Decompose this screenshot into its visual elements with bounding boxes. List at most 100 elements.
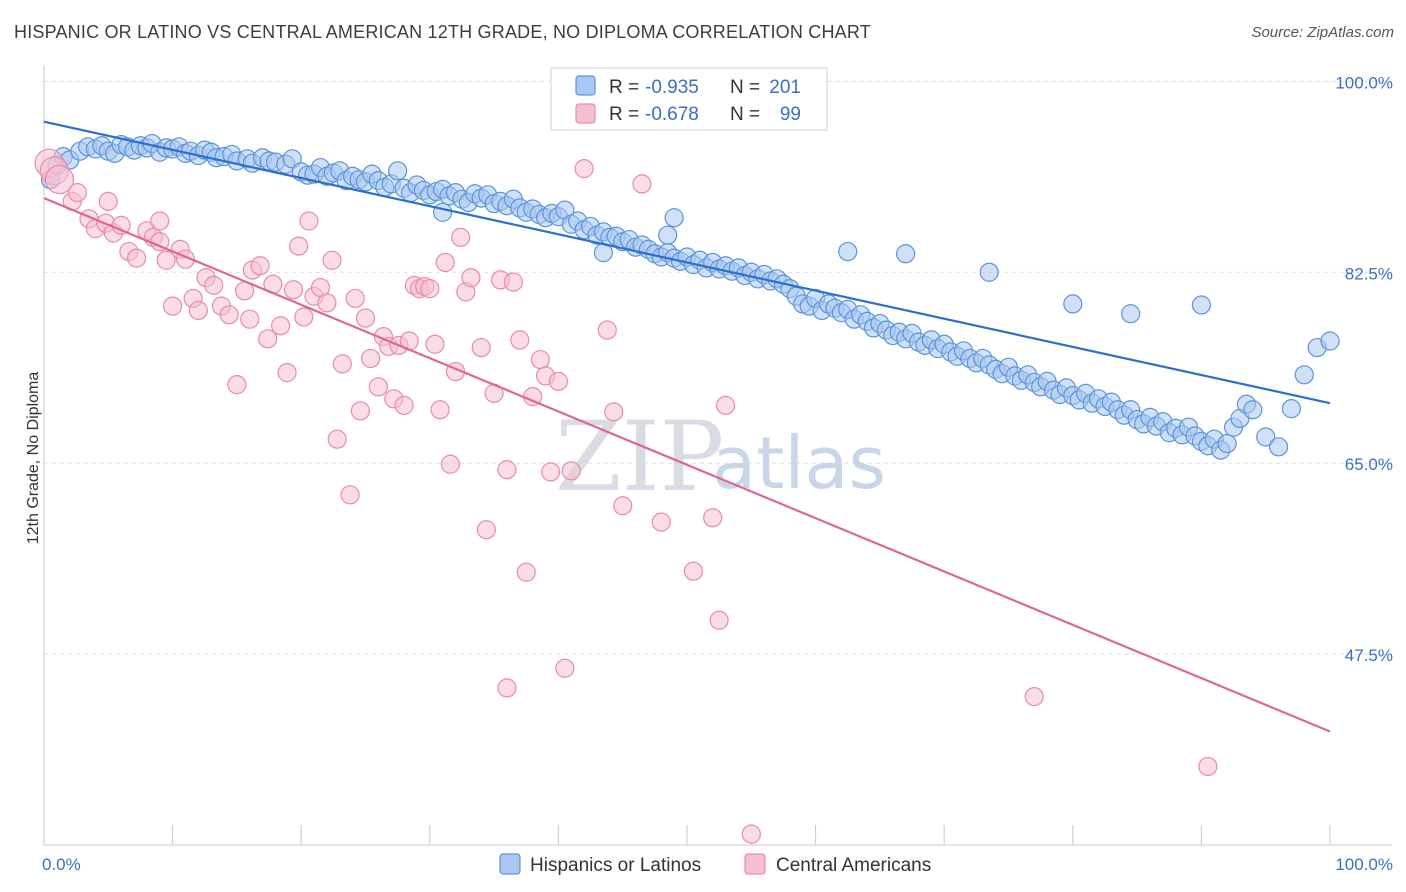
- point-s1-94: [741, 824, 761, 844]
- point-s1-79: [548, 371, 569, 391]
- point-s0-180: [1217, 433, 1237, 454]
- y-tick-label-1: 82.5%: [1345, 264, 1393, 283]
- point-s1-86: [632, 174, 652, 194]
- point-s1-14: [150, 211, 170, 231]
- point-s0-35: [282, 149, 302, 169]
- point-s1-25: [227, 375, 247, 395]
- point-s1-53: [394, 395, 414, 415]
- point-s1-91: [715, 395, 736, 415]
- point-s1-72: [503, 272, 523, 292]
- y-axis-label: 12th Grade, No Diploma: [25, 372, 42, 545]
- point-s0-200: [1191, 295, 1212, 315]
- point-s1-71: [497, 460, 517, 480]
- watermark: ZIP atlas: [555, 401, 886, 513]
- point-s1-32: [277, 363, 297, 383]
- point-s1-29: [258, 329, 278, 349]
- point-s0-51: [388, 161, 408, 181]
- point-s0-194: [664, 208, 684, 228]
- legend-r-value-1: -0.678: [645, 104, 699, 125]
- point-s0-190: [1320, 331, 1340, 351]
- y-tick-label-0: 100.0%: [1335, 73, 1393, 92]
- point-s1-83: [597, 320, 617, 340]
- point-s1-64: [451, 227, 471, 247]
- bottom-legend: Hispanics or Latinos Central Americans: [499, 853, 931, 876]
- point-s1-84: [604, 402, 624, 422]
- point-s1-87: [651, 512, 671, 532]
- point-s0-197: [979, 262, 999, 282]
- point-s1-95: [497, 678, 517, 698]
- point-s1-90: [709, 610, 729, 630]
- bottom-legend-swatch-blue: [499, 853, 521, 875]
- legend-swatch-pink: [575, 103, 596, 124]
- legend-r-label-1: R =: [609, 104, 639, 125]
- trend-lines: [43, 120, 1331, 733]
- tick-labels: 100.0% 82.5% 65.0% 47.5% 0.0% 100.0%: [42, 73, 1393, 874]
- watermark-atlas: atlas: [712, 421, 886, 505]
- watermark-zip: ZIP: [555, 401, 724, 513]
- point-s0-188: [1294, 365, 1314, 385]
- legend-n-value-1: 99: [780, 104, 801, 125]
- point-s1-28: [250, 256, 270, 276]
- point-s1-80: [555, 658, 575, 678]
- point-s1-61: [435, 252, 455, 273]
- point-s1-42: [332, 354, 352, 374]
- point-s1-74: [516, 562, 536, 582]
- point-s1-58: [420, 279, 440, 299]
- point-s0-186: [1268, 437, 1289, 457]
- top-legend: R = -0.935 N = 201 R = -0.678 N = 99: [550, 67, 828, 131]
- point-s1-2: [44, 164, 75, 195]
- point-s1-96: [240, 309, 260, 329]
- point-s1-15: [156, 250, 176, 270]
- point-s1-85: [613, 496, 633, 516]
- point-s1-47: [361, 348, 381, 369]
- point-s1-43: [340, 485, 360, 505]
- x-tick-label-1: 100.0%: [1335, 855, 1393, 874]
- legend-r-value-0: -0.935: [645, 77, 699, 98]
- legend-n-label-0: N =: [730, 77, 760, 98]
- point-s1-39: [317, 293, 337, 313]
- point-s1-60: [430, 400, 450, 420]
- point-s1-34: [289, 236, 309, 256]
- point-s1-66: [461, 268, 481, 288]
- legend-n-value-0: 201: [769, 77, 801, 98]
- point-s0-185: [1256, 427, 1276, 447]
- point-s0-199: [1121, 304, 1141, 324]
- chart-title: HISPANIC OR LATINO VS CENTRAL AMERICAN 1…: [14, 22, 871, 42]
- axes-layer: [43, 65, 1392, 846]
- point-s1-59: [425, 334, 445, 354]
- point-s1-73: [510, 330, 530, 350]
- point-s1-46: [355, 308, 376, 328]
- point-s1-33: [283, 280, 304, 300]
- point-s1-67: [471, 337, 491, 358]
- bottom-legend-swatch-pink: [744, 853, 766, 875]
- legend-n-label-1: N =: [730, 104, 760, 125]
- point-s1-68: [476, 520, 496, 540]
- point-s0-196: [896, 244, 916, 264]
- point-s1-44: [345, 288, 365, 309]
- series-central-americans-points: [34, 148, 1218, 844]
- point-s1-16: [163, 296, 183, 316]
- point-s1-36: [299, 211, 319, 231]
- point-s0-193: [658, 225, 678, 245]
- bottom-legend-label-1: Central Americans: [776, 855, 931, 876]
- point-s1-22: [204, 275, 224, 295]
- point-s1-78: [541, 462, 561, 482]
- legend-r-label-0: R =: [609, 77, 639, 98]
- point-s1-48: [368, 377, 388, 397]
- y-tick-label-3: 47.5%: [1345, 646, 1393, 665]
- trend-line-s1: [43, 197, 1331, 733]
- legend-box: [550, 67, 828, 131]
- point-s1-20: [188, 300, 208, 321]
- point-s1-89: [703, 508, 723, 528]
- point-s1-62: [440, 454, 460, 474]
- point-s1-88: [683, 561, 704, 581]
- point-s0-191: [433, 202, 453, 222]
- point-s0-184: [1243, 400, 1263, 420]
- point-s0-198: [1063, 294, 1083, 314]
- point-s1-4: [67, 183, 88, 203]
- point-s1-98: [98, 191, 118, 211]
- point-s0-195: [838, 241, 858, 262]
- x-tick-label-0: 0.0%: [42, 855, 81, 874]
- y-tick-label-2: 65.0%: [1345, 455, 1393, 474]
